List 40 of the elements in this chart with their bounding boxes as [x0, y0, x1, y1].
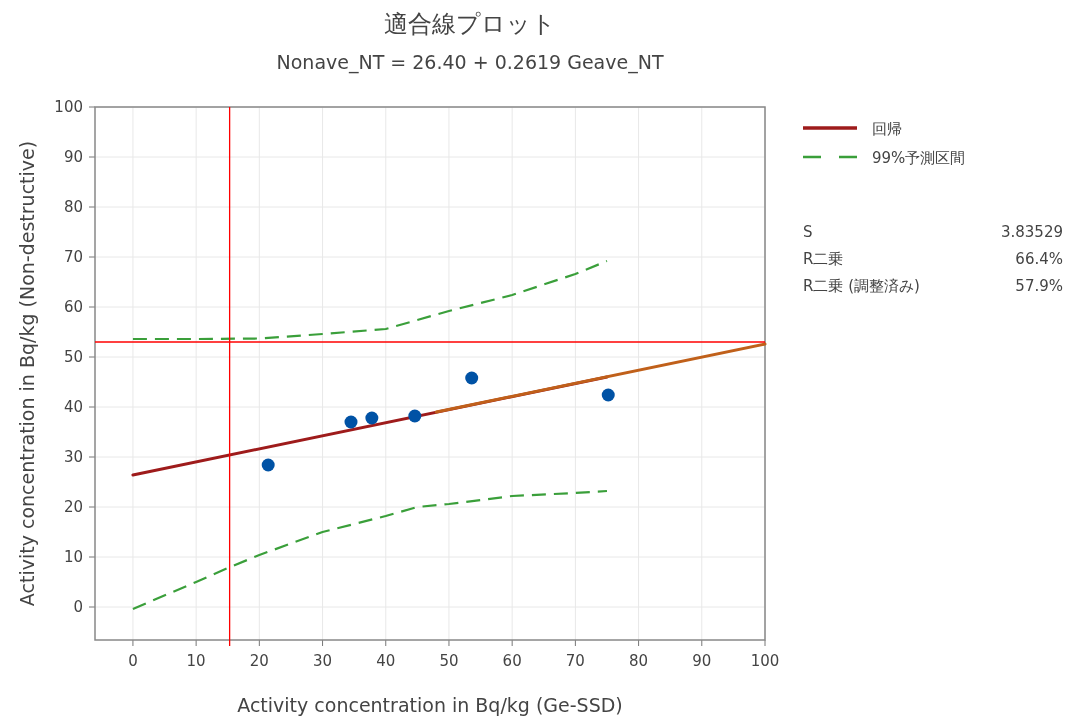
chart-subtitle: Nonave_NT = 26.40 + 0.2619 Geave_NT: [276, 51, 664, 74]
y-tick-label: 80: [63, 198, 83, 216]
point: [344, 415, 358, 429]
y-tick-label: 50: [63, 348, 83, 366]
text: 66.4%: [1015, 250, 1063, 268]
y-tick-label: 30: [63, 448, 83, 466]
text: 3.83529: [1000, 223, 1063, 241]
y-tick-label: 20: [63, 498, 83, 516]
x-tick-label: 80: [629, 652, 649, 670]
x-axis-title: Activity concentration in Bq/kg (Ge-SSD): [237, 694, 623, 716]
y-tick-label: 100: [54, 98, 83, 116]
x-tick-label: 40: [376, 652, 396, 670]
y-tick-label: 90: [63, 148, 83, 166]
x-tick-label: 0: [128, 652, 138, 670]
y-tick-label: 0: [73, 598, 83, 616]
text: 57.9%: [1015, 277, 1063, 295]
text: S: [803, 223, 813, 241]
text: R二乗 (調整済み): [803, 277, 920, 295]
x-tick-label: 100: [750, 652, 780, 670]
y-tick-label: 70: [63, 248, 83, 266]
point: [465, 371, 479, 385]
point: [408, 409, 422, 423]
legend-label: 99%予測区間: [872, 149, 966, 167]
point: [601, 388, 615, 402]
y-tick-label: 40: [63, 398, 83, 416]
x-tick-label: 70: [565, 652, 585, 670]
x-tick-label: 90: [692, 652, 712, 670]
text: R二乗: [803, 250, 844, 268]
y-tick-label: 10: [63, 548, 83, 566]
x-tick-label: 50: [439, 652, 459, 670]
x-tick-label: 60: [502, 652, 522, 670]
point: [365, 411, 379, 425]
x-tick-label: 20: [249, 652, 269, 670]
y-axis-title: Activity concentration in Bq/kg (Non-destructive): [16, 140, 38, 607]
point: [261, 458, 275, 472]
chart-title: 適合線プロット: [384, 10, 556, 38]
y-tick-label: 60: [63, 298, 83, 316]
x-tick-label: 10: [186, 652, 206, 670]
x-tick-label: 30: [313, 652, 333, 670]
legend-label: 回帰: [872, 120, 902, 138]
